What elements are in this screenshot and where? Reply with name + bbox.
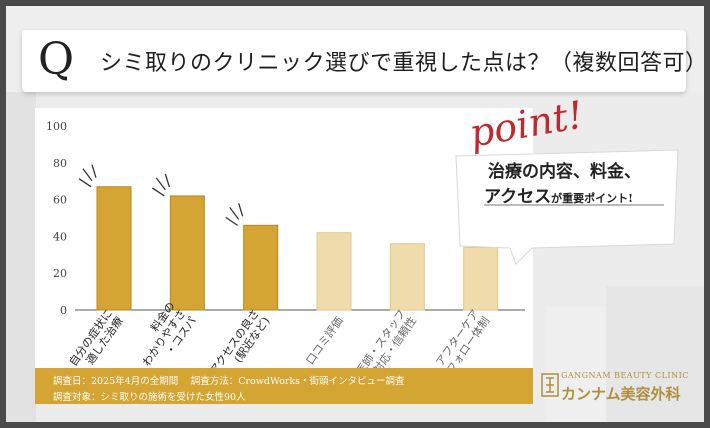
clinic-name-english: GANGNAM BEAUTY CLINIC bbox=[561, 371, 689, 380]
point-underline bbox=[484, 204, 664, 206]
q-letter: Q bbox=[38, 34, 75, 85]
point-text-line-1: 治療の内容、料金、 bbox=[488, 162, 641, 182]
survey-info-line-2: 調査対象：シミ取りの施術を受けた女性90人 bbox=[53, 392, 246, 403]
emphasis-tick bbox=[229, 206, 240, 220]
question-text: シミ取りのクリニック選びで重視した点は？（複数回答可） bbox=[100, 51, 704, 76]
x-tick-label: アクセスの良さ(駅近など) bbox=[206, 307, 272, 378]
bar bbox=[389, 243, 425, 311]
y-tick-label: 40 bbox=[53, 230, 67, 243]
emphasis-tick bbox=[225, 216, 239, 226]
x-tick-label: アフターケア・フォロー体制 bbox=[433, 307, 492, 385]
emphasis-tick bbox=[151, 187, 165, 197]
clinic-logo-icon bbox=[541, 373, 559, 397]
question-banner: Q シミ取りのクリニック選びで重視した点は？（複数回答可） bbox=[22, 30, 704, 92]
emphasis-tick bbox=[91, 164, 97, 178]
point-text-suffix: が重要ポイント! bbox=[551, 192, 633, 205]
emphasis-tick bbox=[164, 173, 170, 188]
chart-panel: 0 20 40 60 80 100 自分の症状に 適した治療 料金の わかりやすさ ・コスパ アクセス… bbox=[35, 108, 533, 385]
emphasis-tick bbox=[82, 168, 93, 182]
emphasis-tick bbox=[78, 178, 92, 188]
y-tick-label: 100 bbox=[46, 120, 67, 133]
survey-footer: 調査日：2025年4月の全期間 調査方法：CrowdWorks・街頭インタビュー… bbox=[35, 368, 533, 404]
x-tick-label-line: 口コミ評価 bbox=[303, 314, 346, 367]
y-tick-label: 20 bbox=[53, 267, 67, 280]
point-text-keyword: アクセス bbox=[484, 187, 552, 207]
y-tick-label: 60 bbox=[53, 194, 67, 207]
emphasis-tick bbox=[238, 203, 244, 217]
bar bbox=[316, 232, 352, 311]
bar bbox=[169, 195, 205, 311]
clinic-name-japanese: カンナム美容外科 bbox=[561, 385, 681, 403]
bar bbox=[463, 246, 499, 311]
point-callout-bubble bbox=[455, 149, 679, 265]
point-text-line-2: アクセスが重要ポイント! bbox=[484, 182, 633, 207]
y-tick-label: 0 bbox=[60, 304, 67, 317]
emphasis-tick bbox=[155, 177, 166, 191]
survey-info-line-1: 調査日：2025年4月の全期間 調査方法：CrowdWorks・街頭インタビュー… bbox=[53, 376, 405, 387]
bar bbox=[96, 186, 132, 311]
bar bbox=[243, 224, 279, 311]
x-tick-label: 口コミ評価 bbox=[303, 314, 346, 367]
y-tick-label: 80 bbox=[53, 157, 67, 170]
